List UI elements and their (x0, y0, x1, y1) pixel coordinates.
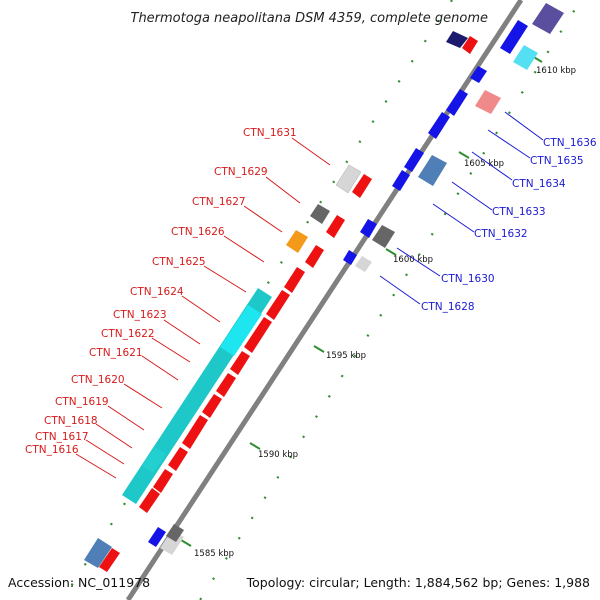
gene-ctn-1632[interactable] (392, 170, 410, 191)
label-ctn-1623[interactable]: CTN_1623 (113, 309, 167, 321)
gene-navy[interactable] (446, 31, 468, 48)
genome-backbone (125, 0, 524, 600)
accession-text: Accession: NC_011978 (8, 575, 150, 590)
label-ctn-1618[interactable]: CTN_1618 (44, 415, 98, 427)
label-ctn-1622[interactable]: CTN_1622 (101, 328, 155, 340)
page-title: Thermotoga neapolitana DSM 4359, complet… (131, 11, 489, 26)
gene-ctn-1626[interactable] (305, 245, 324, 268)
label-ctn-1629[interactable]: CTN_1629 (214, 166, 268, 178)
gene-ctn-1628[interactable] (343, 250, 357, 265)
gene-ctn-1634[interactable] (418, 155, 447, 186)
gene-steelblue-bottom[interactable] (84, 538, 112, 568)
scale-tick-label-1595: 1595 kbp (326, 351, 366, 361)
label-ctn-1617[interactable]: CTN_1617 (35, 431, 89, 443)
gene-cyan-highlight[interactable] (220, 305, 262, 356)
gene-ctn-1636-c[interactable] (470, 66, 487, 83)
scale-tick-label-1605: 1605 kbp (464, 159, 504, 169)
gene-grey-1[interactable] (335, 164, 362, 194)
gene-bottom-dark[interactable] (166, 524, 184, 542)
scale-ticks (180, 55, 543, 547)
gene-grey-2[interactable] (310, 204, 330, 224)
gene-ctn-1635[interactable] (428, 112, 450, 139)
forward-label-leaders (379, 111, 544, 305)
gene-ctn-1629[interactable] (352, 174, 372, 198)
label-ctn-1630[interactable]: CTN_1630 (441, 273, 495, 285)
label-ctn-1636[interactable]: CTN_1636 (543, 137, 597, 149)
gene-ctn-1612[interactable] (99, 548, 120, 572)
gene-ctn-1620[interactable] (202, 394, 222, 418)
gene-ctn-1617[interactable] (153, 469, 173, 493)
gene-ctn-1616[interactable] (139, 488, 160, 513)
gene-ctn-1625[interactable] (284, 267, 305, 293)
label-ctn-1633[interactable]: CTN_1633 (492, 206, 546, 218)
scale-tick-label-1585: 1585 kbp (194, 549, 234, 559)
label-ctn-1626[interactable]: CTN_1626 (171, 226, 225, 238)
label-ctn-1635[interactable]: CTN_1635 (530, 155, 584, 167)
label-ctn-1631[interactable]: CTN_1631 (243, 127, 297, 139)
label-ctn-1632[interactable]: CTN_1632 (474, 228, 528, 240)
gene-cyan-lower[interactable] (142, 447, 166, 473)
label-ctn-1616[interactable]: CTN_1616 (25, 444, 79, 456)
gene-ctn-1618[interactable] (168, 447, 188, 471)
forward-strand-genes (148, 3, 564, 555)
gene-ctn-1636-a[interactable] (446, 89, 468, 116)
scale-tick-label-1590: 1590 kbp (258, 450, 298, 460)
gene-bottom-blue[interactable] (148, 527, 166, 547)
gene-ctn-1630-b[interactable] (372, 225, 395, 248)
scale-tick-label-1600: 1600 kbp (393, 255, 433, 265)
reverse-strand-genes (84, 31, 478, 572)
scale-tick-label-1610: 1610 kbp (536, 66, 576, 76)
label-ctn-1621[interactable]: CTN_1621 (89, 347, 143, 359)
label-ctn-1620[interactable]: CTN_1620 (71, 374, 125, 386)
gene-ctn-1633[interactable] (404, 148, 424, 172)
label-ctn-1628[interactable]: CTN_1628 (421, 301, 475, 313)
gene-ctn-1630-a[interactable] (360, 219, 377, 238)
label-ctn-1619[interactable]: CTN_1619 (55, 396, 109, 408)
gene-ctn-1619[interactable] (182, 415, 208, 449)
gene-ctn-1631[interactable] (462, 36, 478, 54)
label-ctn-1625[interactable]: CTN_1625 (152, 256, 206, 268)
reverse-label-leaders (75, 137, 331, 479)
gene-ctn-1622[interactable] (230, 351, 250, 375)
gene-orange[interactable] (286, 230, 308, 253)
gene-ctn-1636-b[interactable] (475, 90, 501, 114)
gene-top-lightcyan[interactable] (513, 45, 538, 70)
gene-top-blue-1[interactable] (500, 20, 528, 54)
gene-ctn-1628-grey[interactable] (355, 256, 372, 272)
gene-top-lavender[interactable] (532, 3, 564, 34)
gene-ctn-1627[interactable] (326, 215, 345, 238)
label-ctn-1627[interactable]: CTN_1627 (192, 196, 246, 208)
genome-summary-text: Topology: circular; Length: 1,884,562 bp… (246, 575, 590, 590)
gene-ctn-1624[interactable] (266, 290, 290, 320)
label-ctn-1634[interactable]: CTN_1634 (512, 178, 566, 190)
gene-ctn-1623[interactable] (244, 317, 272, 353)
label-ctn-1624[interactable]: CTN_1624 (130, 286, 184, 298)
gene-ctn-1621[interactable] (216, 373, 236, 397)
